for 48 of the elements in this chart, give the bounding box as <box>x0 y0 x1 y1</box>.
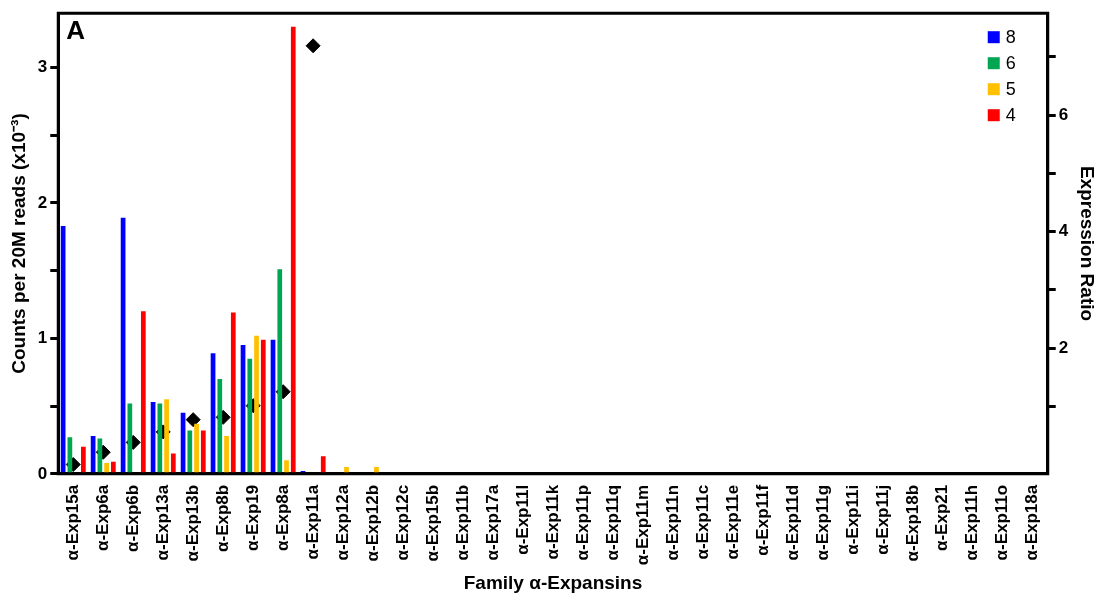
x-tick-label: α-Exp12a <box>332 484 352 561</box>
y-tick-label: 1 <box>37 328 48 348</box>
x-tick-label: α-Exp11h <box>962 484 982 561</box>
x-tick-label: α-Exp6a <box>92 484 112 552</box>
x-tick-label: α-Exp11a <box>302 484 322 560</box>
y2-axis-title: Expression Ratio <box>1077 165 1099 322</box>
x-axis-title: Family α-Expansins <box>463 571 643 593</box>
x-tick-label: α-Exp21 <box>932 484 952 552</box>
x-tick-label: α-Exp11l <box>512 484 532 555</box>
legend-label: 4 <box>1005 105 1016 126</box>
y-axis-title: Counts per 20M reads (x10⁻³) <box>7 113 29 374</box>
x-tick-label: α-Exp18b <box>902 484 922 562</box>
x-tick-label: α-Exp11d <box>782 484 802 561</box>
annotation: A <box>66 15 86 46</box>
y-tick-label: 3 <box>37 57 48 77</box>
x-tick-label: α-Exp13a <box>152 484 172 561</box>
x-tick-label: α-Exp8a <box>272 484 292 552</box>
y-tick-label: 2 <box>37 192 48 212</box>
x-tick-label: α-Exp11e <box>722 484 742 560</box>
x-tick-label: α-Exp8b <box>212 484 232 552</box>
x-tick-label: α-Exp11n <box>662 484 682 561</box>
x-tick-label: α-Exp6b <box>122 484 142 552</box>
x-tick-label: α-Exp11g <box>812 484 832 561</box>
x-tick-label: α-Exp15a <box>62 484 82 561</box>
legend-label: 6 <box>1005 53 1016 74</box>
x-tick-label: α-Exp17a <box>482 484 502 561</box>
x-tick-label: α-Exp19 <box>242 484 262 552</box>
x-tick-label: α-Exp12b <box>362 484 382 562</box>
x-tick-label: α-Exp11o <box>992 484 1012 561</box>
x-tick-label: α-Exp15b <box>422 484 442 562</box>
x-tick-label: α-Exp11q <box>602 484 622 561</box>
x-tick-label: α-Exp13b <box>182 484 202 562</box>
y2-tick-label: 4 <box>1058 221 1069 241</box>
legend-label: 5 <box>1005 79 1016 100</box>
x-tick-label: α-Exp11b <box>452 484 472 561</box>
x-tick-label: α-Exp11m <box>632 484 652 566</box>
legend-label: 8 <box>1005 27 1016 48</box>
x-tick-label: α-Exp12c <box>392 484 412 561</box>
x-tick-label: α-Exp11p <box>572 484 592 561</box>
x-tick-label: α-Exp11j <box>872 484 892 555</box>
x-tick-label: α-Exp11k <box>542 484 562 560</box>
x-tick-label: α-Exp18a <box>1022 484 1042 561</box>
x-tick-label: α-Exp11f <box>752 484 772 556</box>
y2-tick-label: 6 <box>1058 104 1069 124</box>
y2-tick-label: 2 <box>1058 337 1069 357</box>
y-tick-label: 0 <box>37 463 48 483</box>
x-tick-label: α-Exp11c <box>692 484 712 560</box>
x-tick-label: α-Exp11i <box>842 484 862 555</box>
